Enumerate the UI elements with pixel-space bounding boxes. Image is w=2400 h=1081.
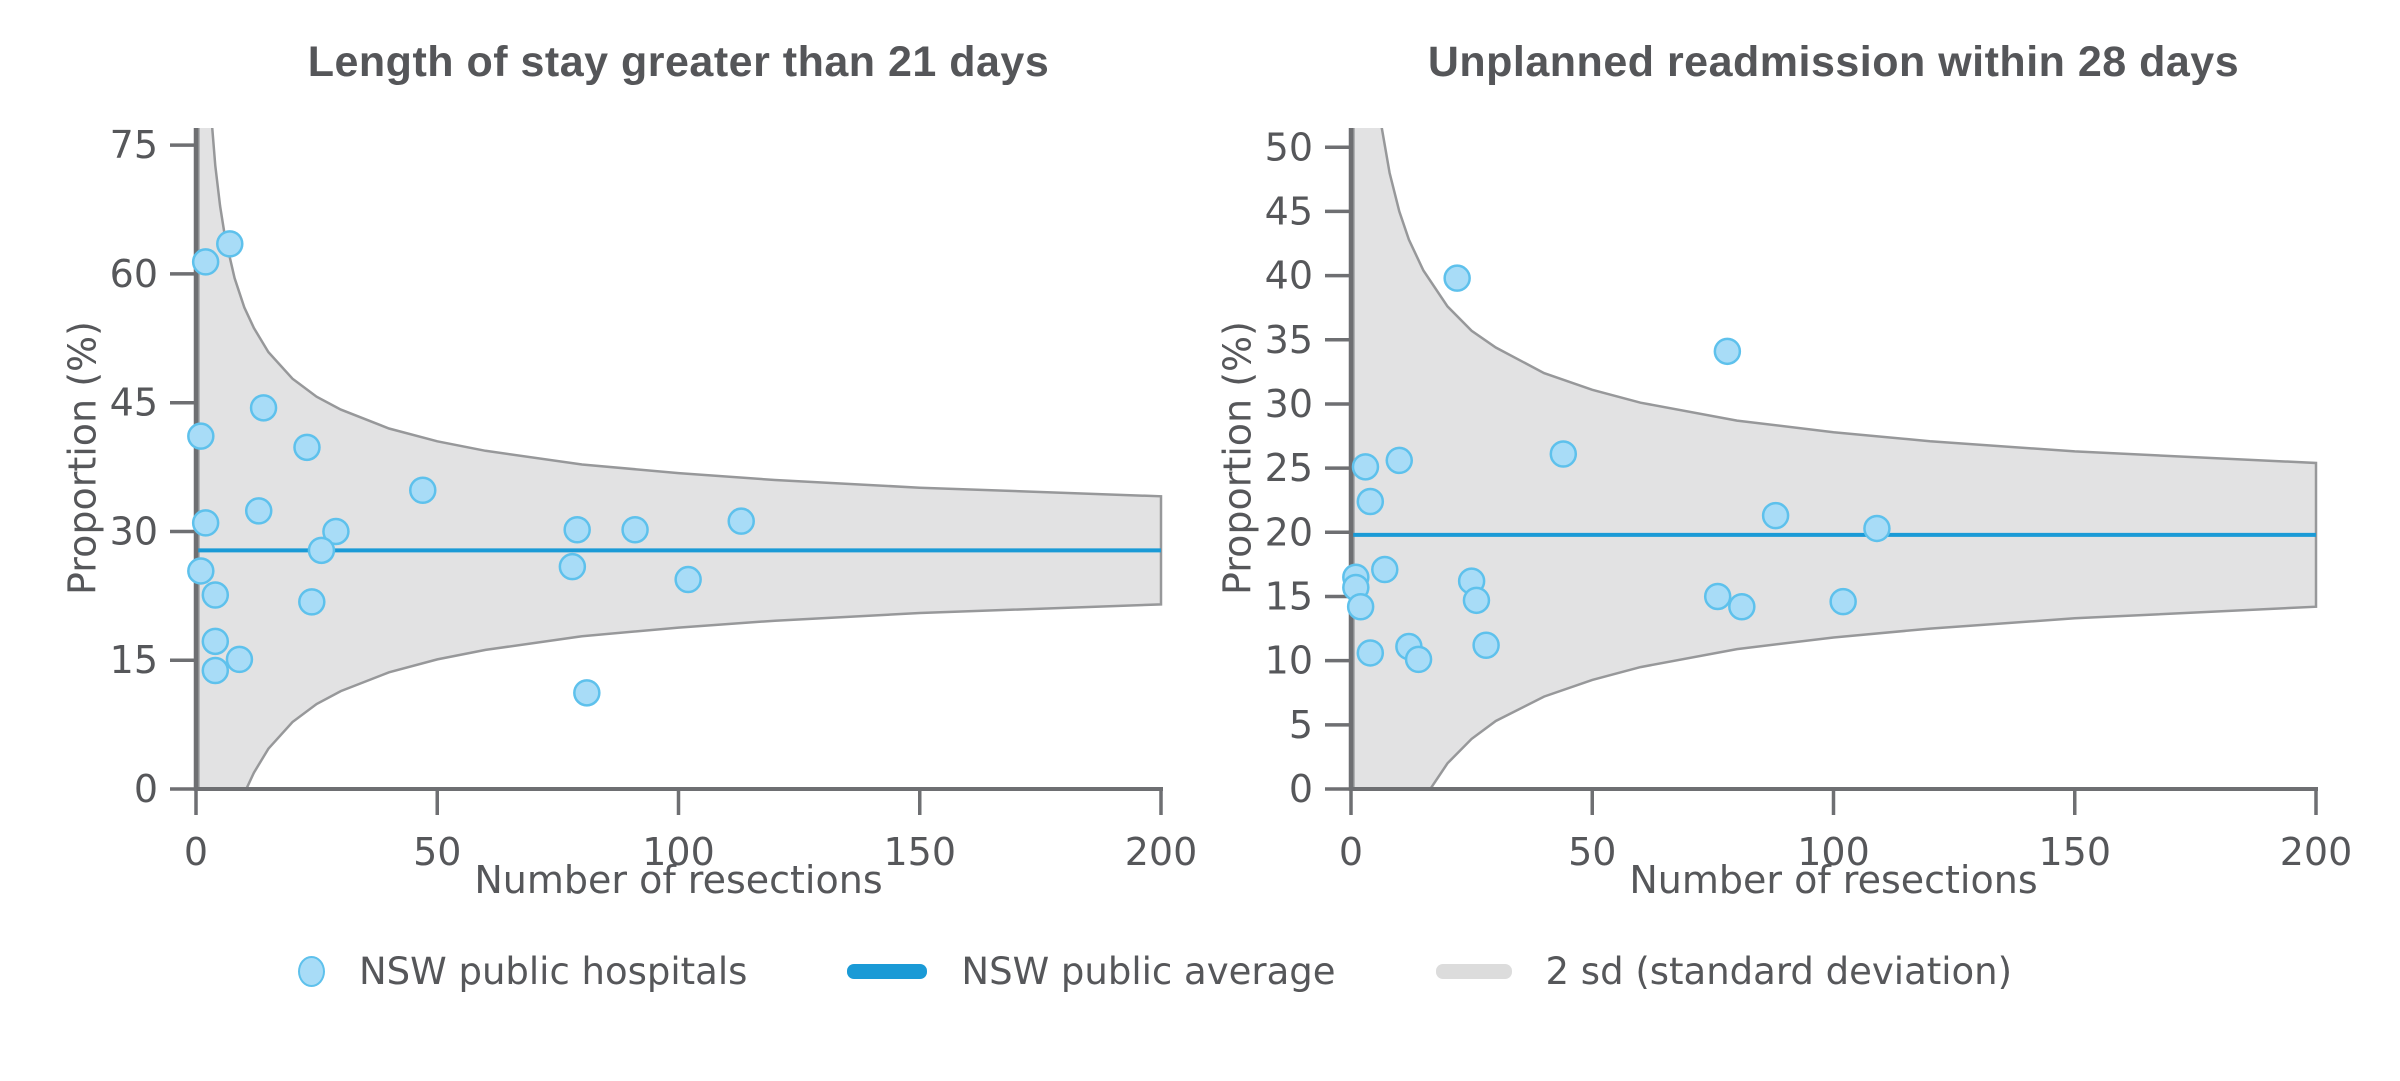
y-tick-label: 0 bbox=[1289, 767, 1313, 811]
data-point bbox=[293, 433, 321, 462]
y-tick-label: 30 bbox=[1265, 382, 1313, 426]
data-point bbox=[621, 516, 649, 544]
x-tick-label: 200 bbox=[1125, 830, 1198, 874]
data-point bbox=[1371, 555, 1399, 584]
legend-item-hospitals: NSW public hospitals bbox=[297, 950, 748, 993]
x-tick-label: 0 bbox=[1339, 830, 1363, 874]
legend-item-sd: 2 sd (standard deviation) bbox=[1435, 950, 2013, 993]
sd-band bbox=[1352, 128, 2318, 789]
data-point bbox=[298, 588, 326, 616]
data-point bbox=[244, 497, 273, 525]
hospital-dot-icon bbox=[297, 956, 325, 987]
x-tick-label: 0 bbox=[184, 830, 208, 874]
data-point bbox=[201, 656, 230, 685]
data-point bbox=[187, 557, 215, 585]
y-tick-label: 60 bbox=[110, 252, 158, 296]
legend-label-sd: 2 sd (standard deviation) bbox=[1545, 950, 2013, 993]
y-tick-label: 35 bbox=[1265, 318, 1313, 362]
data-point bbox=[727, 507, 755, 535]
sd-band bbox=[197, 128, 1163, 789]
x-tick-label: 100 bbox=[642, 830, 715, 874]
data-point bbox=[1443, 264, 1471, 292]
data-point bbox=[307, 536, 336, 565]
data-point bbox=[1549, 440, 1578, 468]
data-point bbox=[1462, 586, 1491, 615]
y-tick-label: 15 bbox=[110, 638, 158, 682]
sd-band-icon bbox=[1435, 964, 1512, 979]
y-tick-label: 45 bbox=[110, 381, 158, 425]
data-point bbox=[191, 248, 220, 276]
y-tick-label: 30 bbox=[110, 509, 158, 553]
y-tick-label: 40 bbox=[1265, 254, 1313, 298]
y-tick-label: 5 bbox=[1289, 703, 1313, 747]
funnel-chart-1: 0 50 100 150 200 0 5 10 15 20 25 30 35 40 45 50 bbox=[1265, 125, 2353, 874]
x-axis-label-right: Number of resections bbox=[1629, 858, 2038, 902]
legend-label-average: NSW public average bbox=[961, 950, 1336, 993]
data-point bbox=[1351, 453, 1380, 481]
legend: NSW public hospitals NSW public average … bbox=[0, 950, 2400, 993]
x-axis-label-left: Number of resections bbox=[474, 858, 883, 902]
data-point bbox=[674, 565, 702, 594]
y-tick-label: 45 bbox=[1265, 189, 1313, 233]
data-point bbox=[225, 645, 254, 674]
data-point bbox=[563, 516, 591, 544]
data-point bbox=[409, 476, 437, 505]
data-point bbox=[1472, 631, 1500, 659]
y-tick-label: 15 bbox=[1265, 574, 1313, 618]
data-point bbox=[1346, 592, 1375, 621]
data-point bbox=[191, 509, 220, 537]
legend-item-average: NSW public average bbox=[847, 950, 1336, 993]
x-tick-label: 200 bbox=[2280, 830, 2353, 874]
data-point bbox=[249, 394, 278, 422]
data-point bbox=[322, 517, 350, 546]
y-axis-label-left: Proportion (%) bbox=[60, 321, 105, 595]
x-tick-label: 150 bbox=[883, 830, 956, 874]
data-point bbox=[1356, 639, 1385, 667]
data-point bbox=[216, 230, 244, 258]
y-tick-label: 75 bbox=[110, 123, 158, 167]
x-tick-label: 100 bbox=[1797, 830, 1870, 874]
x-tick-label: 50 bbox=[1568, 830, 1616, 874]
average-line-icon bbox=[847, 964, 928, 979]
data-point bbox=[1356, 487, 1385, 516]
funnel-chart-0: 0 50 100 150 200 0 15 30 45 60 75 bbox=[110, 123, 1198, 874]
data-point bbox=[201, 627, 230, 656]
chart-title-unplanned-readmission: Unplanned readmission within 28 days bbox=[1427, 38, 2240, 86]
data-point bbox=[1703, 582, 1732, 611]
data-point bbox=[201, 581, 230, 609]
y-tick-label: 25 bbox=[1265, 446, 1313, 490]
data-point bbox=[1713, 337, 1742, 366]
y-axis-label-right: Proportion (%) bbox=[1215, 321, 1260, 595]
y-tick-label: 20 bbox=[1265, 510, 1313, 554]
chart-title-length-of-stay: Length of stay greater than 21 days bbox=[307, 38, 1050, 86]
y-tick-label: 0 bbox=[134, 767, 158, 811]
data-point bbox=[1761, 501, 1790, 530]
legend-label-hospitals: NSW public hospitals bbox=[358, 950, 748, 993]
data-point bbox=[558, 552, 587, 581]
y-tick-label: 10 bbox=[1265, 639, 1313, 683]
data-point bbox=[1404, 645, 1433, 674]
data-point bbox=[1385, 446, 1413, 475]
data-point bbox=[1728, 592, 1756, 621]
x-tick-label: 150 bbox=[2038, 830, 2111, 874]
y-tick-label: 50 bbox=[1265, 125, 1313, 169]
x-tick-label: 50 bbox=[413, 830, 461, 874]
data-point bbox=[573, 679, 601, 707]
data-point bbox=[1863, 514, 1891, 543]
data-point bbox=[1829, 587, 1857, 616]
data-point bbox=[187, 422, 215, 450]
